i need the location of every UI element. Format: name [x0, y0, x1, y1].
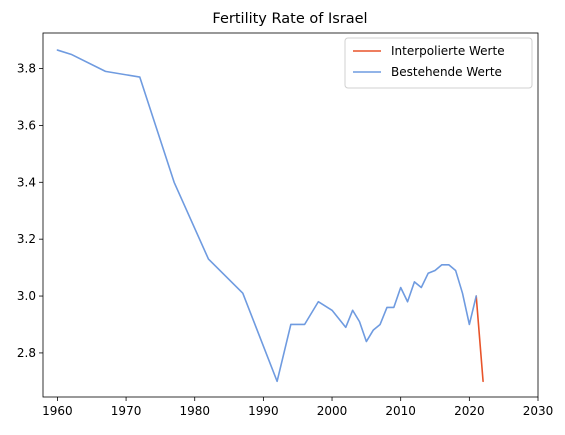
- y-tick-label: 3.2: [17, 232, 36, 246]
- chart-title: Fertility Rate of Israel: [212, 11, 367, 27]
- legend-box: [344, 37, 533, 89]
- y-tick-label: 3.8: [17, 62, 36, 76]
- x-axis: 1960 1970 1980 1990 2000 2010 2020 2030: [42, 397, 553, 418]
- x-tick-label: 1990: [248, 404, 279, 418]
- series-line-1: [56, 49, 478, 383]
- y-tick-label: 3.0: [17, 289, 36, 303]
- x-tick-label: 2020: [454, 404, 485, 418]
- plot-frame: [42, 32, 539, 398]
- legend-label-1: Bestehende Werte: [391, 65, 502, 79]
- series-line-0: [475, 295, 484, 383]
- x-tick-label: 1960: [42, 404, 73, 418]
- x-tick-label: 2030: [523, 404, 554, 418]
- y-tick-label: 3.6: [17, 118, 36, 132]
- x-tick-label: 2010: [385, 404, 416, 418]
- x-tick-label: 1980: [179, 404, 210, 418]
- y-axis: 2.8 3.0 3.2 3.4 3.6 3.8: [17, 62, 43, 360]
- legend: Interpolierte Werte Bestehende Werte: [344, 37, 533, 89]
- y-tick-label: 2.8: [17, 346, 36, 360]
- x-tick-label: 1970: [111, 404, 142, 418]
- plot-lines: [56, 49, 484, 383]
- x-tick-label: 2000: [317, 404, 348, 418]
- y-tick-label: 3.4: [17, 175, 36, 189]
- legend-label-0: Interpolierte Werte: [391, 44, 505, 58]
